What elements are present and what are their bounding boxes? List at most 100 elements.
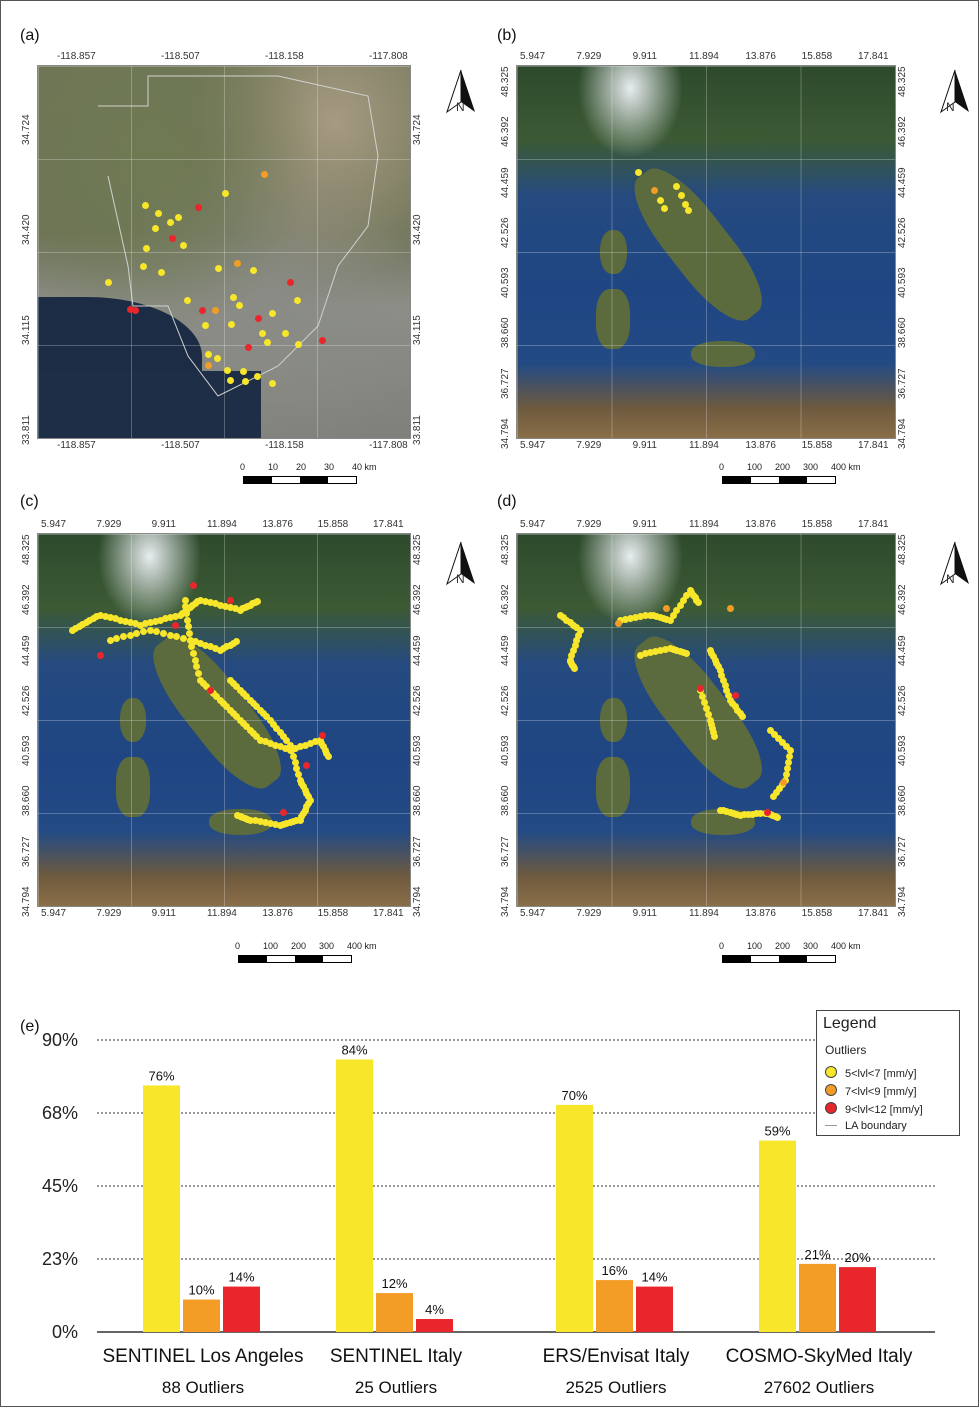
outlier-point [656, 196, 664, 204]
coordinate-tick-label: 15.858 [317, 908, 349, 919]
panel-e-label: (e) [20, 1018, 40, 1035]
bar [799, 1263, 836, 1332]
line-icon [825, 1125, 837, 1126]
outlier-point [191, 638, 199, 646]
outlier-point [574, 631, 582, 639]
outlier-point [194, 669, 202, 677]
scale-segment [751, 956, 779, 962]
coordinate-tick-label: -118.857 [57, 51, 96, 62]
outlier-point [731, 691, 739, 699]
outlier-point [301, 741, 309, 749]
outlier-point [253, 733, 261, 741]
coordinate-tick-label: 9.911 [151, 519, 176, 530]
outlier-point [106, 636, 114, 644]
outlier-point [96, 651, 104, 659]
outlier-point [568, 651, 576, 659]
map-grid [517, 66, 895, 438]
map-grid [38, 66, 410, 438]
outlier-point [113, 634, 121, 642]
coordinate-tick-label: 5.947 [520, 908, 546, 919]
coordinate-tick-label: 44.459 [500, 166, 511, 198]
outlier-point [119, 633, 127, 641]
coordinate-tick-label: 38.660 [897, 317, 908, 349]
outlier-point [286, 278, 294, 286]
outlier-point [201, 597, 209, 605]
outlier-point [189, 649, 197, 657]
outlier-point [193, 663, 201, 671]
coordinate-tick-label: 11.894 [207, 908, 237, 919]
red-dot-icon [825, 1102, 837, 1114]
outlier-point [749, 810, 756, 818]
outlier-point [186, 636, 194, 644]
outlier-point [294, 340, 302, 348]
scale-segment [723, 956, 751, 962]
outlier-point [216, 696, 224, 704]
coordinate-tick-label: 46.392 [500, 116, 511, 148]
outlier-point [206, 686, 214, 694]
coordinate-tick-label: 38.660 [500, 785, 511, 817]
bar-data-label: 14% [641, 1270, 667, 1285]
corsica-land [119, 697, 146, 743]
outlier-point [782, 770, 790, 778]
outlier-point [708, 724, 716, 732]
outlier-point [684, 206, 692, 214]
coordinate-tick-label: 44.459 [21, 634, 32, 666]
coordinate-tick-label: 48.325 [897, 66, 908, 97]
scale-label: 10 [268, 462, 279, 472]
outlier-point [251, 817, 259, 825]
outlier-point [775, 784, 783, 792]
coordinate-tick-label: 9.911 [632, 908, 657, 919]
bar-data-label: 10% [188, 1283, 214, 1298]
coordinate-tick-label: 33.811 [21, 415, 32, 445]
category-sublabel: 88 Outliers [162, 1378, 244, 1397]
outlier-point [646, 649, 654, 657]
outlier-point [261, 738, 269, 746]
outlier-point [204, 350, 212, 358]
outlier-point [704, 710, 712, 718]
bar-data-label: 12% [381, 1276, 407, 1291]
outlier-point [318, 336, 326, 344]
la-boundary [98, 75, 379, 397]
outlier-point [196, 676, 204, 684]
outlier-point [660, 204, 668, 212]
outlier-point [650, 186, 658, 194]
coordinate-tick-label: 36.727 [897, 368, 908, 399]
outlier-point [614, 619, 622, 627]
coordinate-tick-label: 7.929 [576, 908, 602, 919]
coordinate-tick-label: 36.727 [500, 836, 511, 867]
outlier-point [189, 581, 197, 589]
outlier-point [236, 716, 244, 724]
outlier-point [288, 747, 296, 755]
outlier-point [166, 631, 174, 639]
outlier-point [203, 683, 211, 691]
bar-data-label: 76% [148, 1068, 174, 1083]
outlier-point [571, 641, 579, 649]
scale-label: 0 [719, 941, 725, 951]
coordinate-tick-label: 7.929 [96, 908, 122, 919]
scale-label: 0 [240, 462, 246, 472]
bar-data-label: 20% [844, 1250, 870, 1265]
outlier-point [683, 650, 691, 658]
outlier-point [726, 604, 734, 612]
outlier-point [766, 726, 774, 734]
outlier-point [570, 664, 578, 672]
outlier-point [184, 616, 191, 624]
y-tick-label: 23% [42, 1249, 78, 1269]
scale-segment [751, 477, 779, 483]
outlier-point [139, 262, 147, 270]
outlier-point [263, 713, 271, 721]
coordinate-tick-label: 40.593 [897, 735, 908, 767]
outlier-point [662, 604, 670, 612]
coordinate-tick-label: 36.727 [412, 836, 423, 867]
outlier-point [211, 306, 219, 314]
outlier-point [243, 693, 251, 701]
outlier-point [231, 605, 239, 613]
coordinate-tick-label: 11.894 [689, 908, 719, 919]
outlier-point [191, 656, 199, 664]
coordinate-tick-label: 48.325 [500, 534, 511, 565]
north-arrow-icon [940, 541, 969, 586]
outlier-point [246, 696, 254, 704]
coordinate-tick-label: 5.947 [520, 440, 546, 451]
outlier-point [763, 808, 771, 816]
scale-segment [323, 956, 351, 962]
